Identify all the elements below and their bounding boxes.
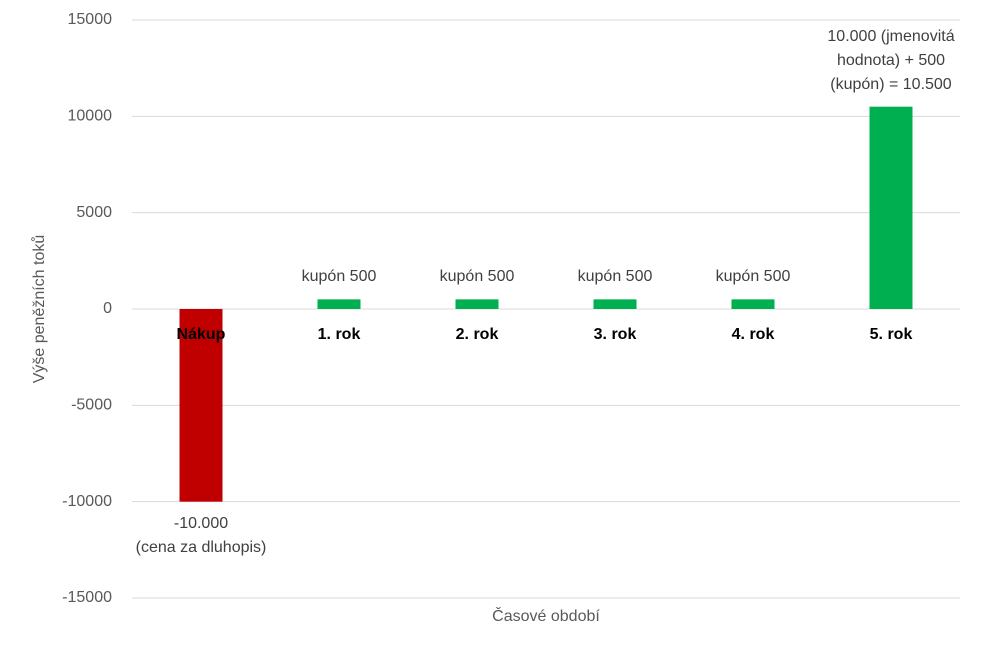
x-axis-label: Časové období	[492, 606, 600, 625]
y-tick-label: 0	[103, 300, 112, 317]
bar	[179, 309, 223, 502]
value-label: kupón 500	[577, 268, 653, 286]
category-label: Nákup	[177, 326, 226, 343]
y-tick-label: 15000	[68, 11, 113, 28]
category-label: 2. rok	[456, 326, 499, 343]
value-label: kupón 500	[715, 268, 791, 286]
category-label: 1. rok	[318, 326, 361, 343]
value-label: 10.000 (jmenovitá hodnota) + 500 (kupón)…	[827, 27, 955, 93]
bar	[593, 299, 637, 309]
value-label: -10.000 (cena za dluhopis)	[135, 514, 267, 556]
bar	[869, 106, 913, 309]
category-label: 5. rok	[870, 326, 913, 343]
value-label: kupón 500	[301, 268, 377, 286]
bar	[317, 299, 361, 309]
category-label: 3. rok	[594, 326, 637, 343]
category-label: 4. rok	[732, 326, 775, 343]
y-tick-label: -5000	[71, 397, 112, 414]
bar	[731, 299, 775, 309]
y-tick-label: 5000	[76, 204, 112, 221]
y-axis-label: Výše peněžních toků	[30, 235, 48, 384]
bar	[455, 299, 499, 309]
y-tick-label: 10000	[68, 108, 113, 125]
value-label: kupón 500	[439, 268, 515, 286]
y-tick-label: -10000	[62, 493, 112, 510]
y-tick-label: -15000	[62, 589, 112, 606]
